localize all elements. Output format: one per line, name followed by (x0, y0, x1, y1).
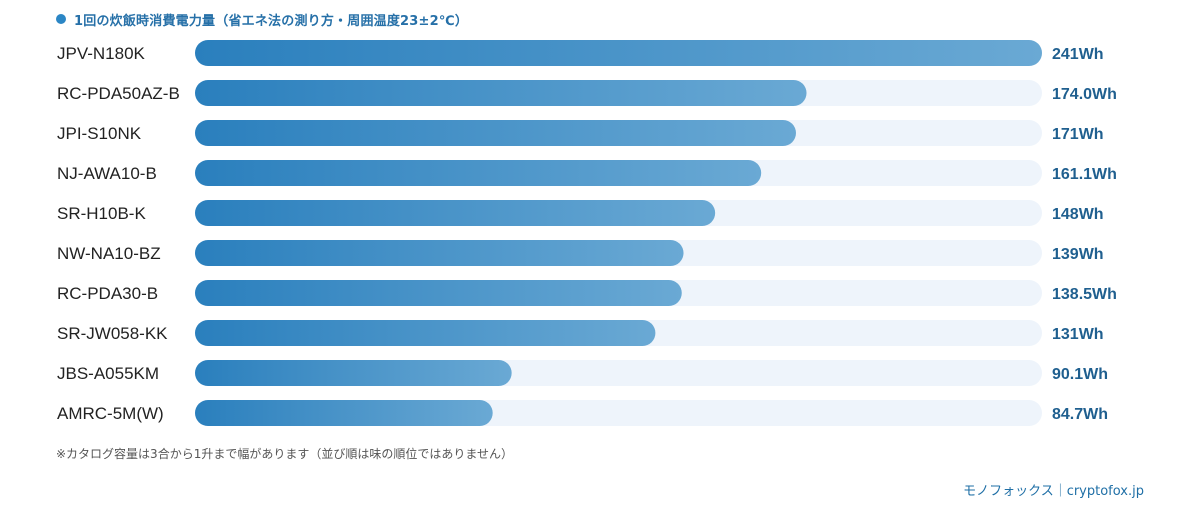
value-label: 90.1Wh (1052, 366, 1108, 383)
category-label: SR-H10B-K (57, 204, 146, 223)
bar-row: RC-PDA30-B 138.5Wh (57, 280, 1117, 306)
bar (195, 360, 512, 386)
value-label: 139Wh (1052, 246, 1104, 263)
bar-row: AMRC-5M(W) 84.7Wh (57, 400, 1108, 426)
category-label: JPI-S10NK (57, 124, 142, 143)
bar-row: NJ-AWA10-B 161.1Wh (57, 160, 1117, 186)
category-label: SR-JW058-KK (57, 324, 168, 343)
category-label: NJ-AWA10-B (57, 164, 157, 183)
source-credit: モノフォックス｜cryptofox.jp (963, 484, 1144, 499)
value-label: 138.5Wh (1052, 286, 1117, 303)
category-label: AMRC-5M(W) (57, 404, 164, 423)
bar (195, 280, 682, 306)
bar (195, 400, 493, 426)
category-label: RC-PDA30-B (57, 284, 158, 303)
bar (195, 120, 796, 146)
bar-row: JPV-N180K 241Wh (57, 40, 1104, 66)
bar (195, 200, 716, 226)
bar-row: SR-H10B-K 148Wh (57, 200, 1104, 226)
value-label: 174.0Wh (1052, 86, 1117, 103)
chart-title-text: 1回の炊飯時消費電力量（省エネ法の測り方・周囲温度23±2℃） (74, 13, 469, 29)
value-label: 148Wh (1052, 206, 1104, 223)
title-bullet-icon (56, 14, 66, 24)
category-label: JBS-A055KM (57, 364, 159, 383)
bar (195, 80, 807, 106)
bar-chart: JPV-N180K 241Wh RC-PDA50AZ-B 174.0Wh JPI-S10… (57, 40, 1117, 426)
value-label: 241Wh (1052, 46, 1104, 63)
footnote: ※カタログ容量は3合から1升まで幅があります（並び順は味の順位ではありません） (56, 447, 513, 461)
value-label: 171Wh (1052, 126, 1104, 143)
bar (195, 40, 1042, 66)
category-label: NW-NA10-BZ (57, 244, 161, 263)
value-label: 84.7Wh (1052, 406, 1108, 423)
value-label: 161.1Wh (1052, 166, 1117, 183)
bar (195, 240, 684, 266)
bar-row: NW-NA10-BZ 139Wh (57, 240, 1104, 266)
bar-row: SR-JW058-KK 131Wh (57, 320, 1104, 346)
category-label: JPV-N180K (57, 44, 146, 63)
bar-row: JPI-S10NK 171Wh (57, 120, 1104, 146)
bar (195, 320, 656, 346)
bar (195, 160, 762, 186)
bar-row: RC-PDA50AZ-B 174.0Wh (57, 80, 1117, 106)
chart-title: 1回の炊飯時消費電力量（省エネ法の測り方・周囲温度23±2℃） (56, 9, 468, 29)
category-label: RC-PDA50AZ-B (57, 84, 180, 103)
bar-row: JBS-A055KM 90.1Wh (57, 360, 1108, 386)
value-label: 131Wh (1052, 326, 1104, 343)
